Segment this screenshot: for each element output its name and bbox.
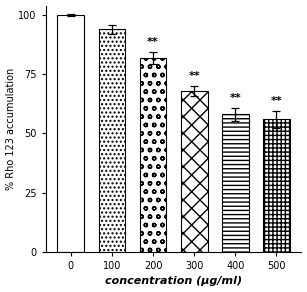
Bar [99, 29, 125, 252]
X-axis label: concentration (µg/ml): concentration (µg/ml) [105, 277, 242, 286]
Bar [181, 91, 208, 252]
Bar [222, 114, 249, 252]
Bar [263, 119, 290, 252]
Text: **: ** [270, 96, 282, 106]
Bar [57, 15, 84, 252]
Bar [140, 58, 166, 252]
Text: **: ** [147, 37, 159, 47]
Y-axis label: % Rho 123 accumulation: % Rho 123 accumulation [6, 67, 16, 190]
Text: **: ** [188, 71, 200, 81]
Text: **: ** [229, 93, 241, 103]
